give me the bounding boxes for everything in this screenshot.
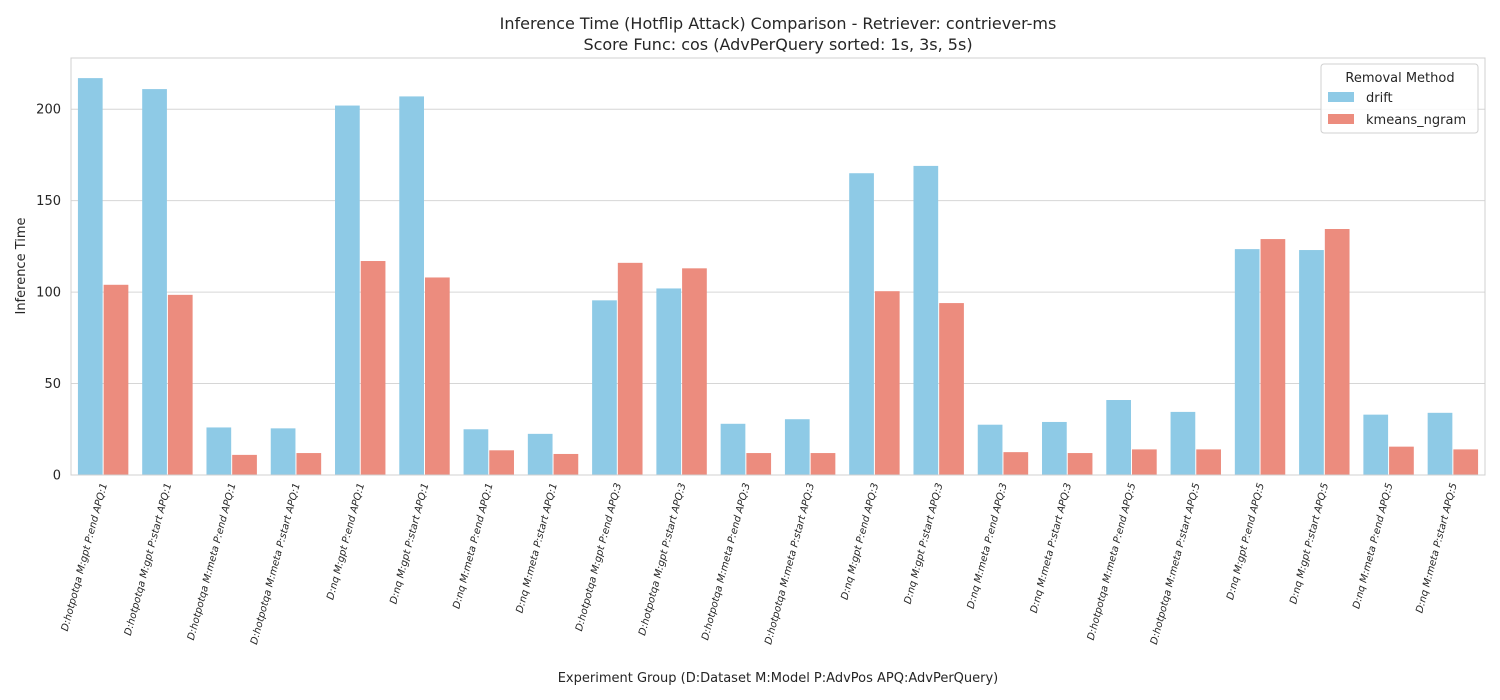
y-axis-label: Inference Time — [14, 217, 29, 314]
bar-drift-19 — [1299, 250, 1324, 475]
x-tick-label: D:hotpotqa M:meta P:end APQ:1 — [186, 482, 239, 642]
bar-drift-9 — [656, 288, 682, 475]
legend-label-kmeans-ngram: kmeans_ngram — [1366, 113, 1466, 128]
bar-drift-10 — [720, 423, 746, 475]
x-tick-label: D:nq M:gpt P:end APQ:5 — [1225, 482, 1267, 601]
bar-drift-15 — [1042, 421, 1067, 475]
x-tick-label: D:nq M:gpt P:end APQ:1 — [325, 482, 367, 601]
x-tick-label: D:hotpotqa M:gpt P:end APQ:3 — [574, 482, 624, 633]
bar-kmeans-ngram-6 — [489, 450, 514, 475]
x-tick-label: D:hotpotqa M:meta P:start APQ:5 — [1149, 482, 1203, 646]
x-tick-label: D:nq M:meta P:start APQ:1 — [515, 482, 560, 614]
bar-drift-0 — [77, 78, 103, 476]
x-tick-label: D:nq M:meta P:start APQ:3 — [1029, 482, 1074, 614]
bar-kmeans-ngram-10 — [746, 453, 772, 475]
bar-kmeans-ngram-14 — [1003, 452, 1029, 475]
legend-label-drift: drift — [1366, 91, 1393, 106]
bar-drift-7 — [527, 433, 553, 475]
bar-drift-17 — [1170, 411, 1196, 475]
y-axis-ticks: 0 50 100 150 200 — [36, 103, 61, 484]
bar-kmeans-ngram-17 — [1196, 449, 1221, 475]
bar-drift-14 — [977, 424, 1003, 475]
x-tick-label: D:nq M:gpt P:start APQ:5 — [1288, 482, 1331, 605]
bar-drift-16 — [1106, 400, 1131, 475]
bar-kmeans-ngram-12 — [874, 291, 900, 475]
bar-kmeans-ngram-18 — [1260, 239, 1286, 475]
x-tick-label: D:nq M:meta P:end APQ:1 — [451, 482, 495, 610]
bar-kmeans-ngram-1 — [167, 294, 193, 475]
bar-drift-1 — [142, 89, 167, 475]
x-tick-label: D:hotpotqa M:meta P:start APQ:3 — [763, 482, 817, 646]
x-axis-label: Experiment Group (D:Dataset M:Model P:Ad… — [558, 671, 999, 686]
x-tick-label: D:nq M:gpt P:start APQ:3 — [903, 482, 946, 605]
bar-drift-8 — [592, 300, 617, 475]
x-tick-label: D:nq M:meta P:start APQ:5 — [1414, 482, 1459, 614]
bar-kmeans-ngram-9 — [682, 268, 707, 475]
x-tick-label: D:hotpotqa M:gpt P:start APQ:1 — [123, 482, 174, 637]
bar-kmeans-ngram-13 — [939, 303, 964, 475]
y-tick-label: 0 — [53, 469, 61, 484]
bar-kmeans-ngram-19 — [1324, 229, 1350, 475]
bar-drift-21 — [1427, 412, 1453, 475]
legend-swatch-drift — [1328, 92, 1354, 102]
x-tick-label: D:hotpotqa M:meta P:end APQ:3 — [700, 482, 753, 642]
bar-drift-3 — [270, 428, 296, 475]
legend-title: Removal Method — [1345, 71, 1454, 86]
bar-kmeans-ngram-8 — [617, 262, 643, 475]
bar-drift-4 — [335, 105, 360, 475]
bar-drift-13 — [913, 165, 939, 475]
bar-kmeans-ngram-0 — [103, 284, 129, 475]
bar-kmeans-ngram-4 — [360, 261, 386, 475]
legend: Removal Method drift kmeans_ngram — [1320, 63, 1479, 134]
bar-kmeans-ngram-16 — [1132, 449, 1157, 475]
bar-kmeans-ngram-7 — [553, 453, 579, 475]
bar-drift-11 — [784, 419, 810, 475]
legend-box — [1320, 63, 1479, 134]
y-tick-label: 200 — [36, 103, 61, 118]
bar-kmeans-ngram-5 — [425, 277, 450, 475]
x-tick-label: D:hotpotqa M:meta P:start APQ:1 — [249, 482, 303, 646]
bar-kmeans-ngram-3 — [296, 453, 322, 475]
bar-kmeans-ngram-2 — [232, 454, 257, 475]
x-tick-label: D:nq M:meta P:end APQ:5 — [1351, 482, 1395, 610]
x-tick-label: D:nq M:meta P:end APQ:3 — [966, 482, 1010, 610]
bar-drift-5 — [399, 96, 424, 475]
chart-title-line2: Score Func: cos (AdvPerQuery sorted: 1s,… — [583, 35, 972, 54]
bar-drift-2 — [206, 427, 232, 475]
plot-frame — [70, 57, 1486, 476]
bar-kmeans-ngram-20 — [1389, 446, 1414, 475]
bar-drift-20 — [1363, 414, 1389, 475]
legend-swatch-kmeans-ngram — [1328, 114, 1354, 124]
bar-kmeans-ngram-15 — [1067, 453, 1093, 475]
bar-drift-12 — [849, 173, 874, 475]
x-tick-label: D:hotpotqa M:gpt P:start APQ:3 — [637, 482, 688, 637]
bar-drift-6 — [463, 429, 489, 475]
y-tick-label: 50 — [44, 377, 61, 392]
y-tick-label: 150 — [36, 194, 61, 209]
bar-kmeans-ngram-11 — [810, 453, 836, 475]
bar-drift-18 — [1234, 249, 1260, 475]
y-tick-label: 100 — [36, 286, 61, 301]
x-tick-label: D:nq M:gpt P:start APQ:1 — [388, 482, 431, 605]
x-tick-label: D:nq M:gpt P:end APQ:3 — [840, 482, 882, 601]
bar-kmeans-ngram-21 — [1453, 449, 1479, 475]
x-tick-label: D:hotpotqa M:meta P:end APQ:5 — [1086, 482, 1139, 642]
x-axis-ticks: D:hotpotqa M:gpt P:end APQ:1 D:hotpotqa M… — [60, 482, 1460, 646]
chart-title-line1: Inference Time (Hotflip Attack) Comparis… — [500, 14, 1057, 33]
x-tick-label: D:hotpotqa M:gpt P:end APQ:1 — [60, 482, 110, 633]
bar-layer — [77, 78, 1479, 476]
